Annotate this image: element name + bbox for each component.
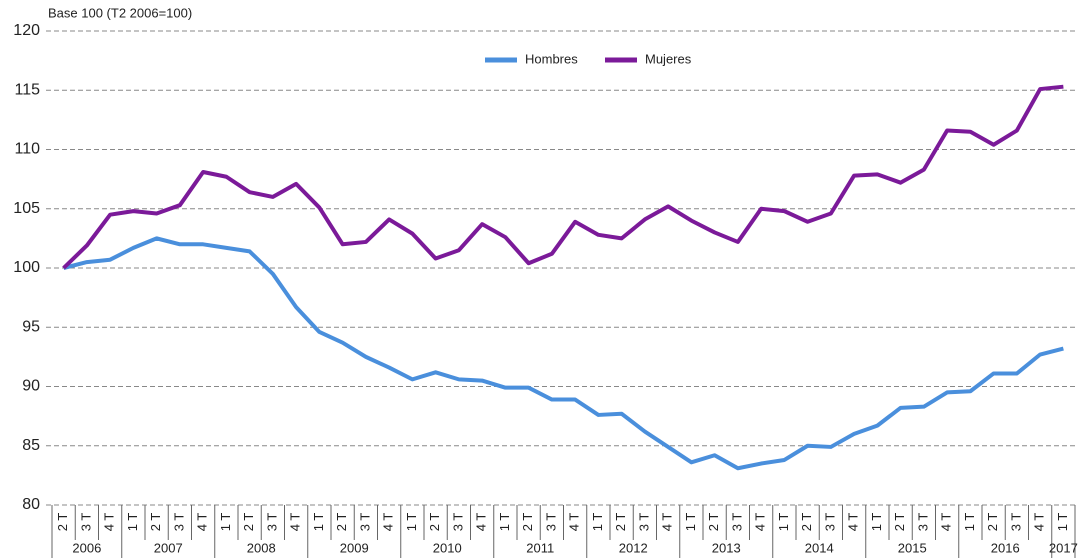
y-tick-label: 85 xyxy=(22,437,40,454)
year-label: 2011 xyxy=(526,540,554,555)
year-label: 2013 xyxy=(712,540,741,555)
x-tick-label: 1 T xyxy=(125,513,140,532)
x-tick-label: 2 T xyxy=(985,513,1000,532)
year-label: 2015 xyxy=(898,540,927,555)
x-tick-label: 2 T xyxy=(799,513,814,532)
x-tick-label: 1 T xyxy=(497,513,512,532)
year-label: 2012 xyxy=(619,540,648,555)
x-tick-label: 1 T xyxy=(404,513,419,532)
y-tick-label: 80 xyxy=(22,496,40,513)
x-tick-label: 3 T xyxy=(822,513,837,532)
x-tick-label: 4 T xyxy=(381,513,396,532)
x-tick-label: 1 T xyxy=(962,513,977,532)
legend-label: Hombres xyxy=(525,51,578,66)
x-tick-label: 2 T xyxy=(427,513,442,532)
y-axis-label: Base 100 (T2 2006=100) xyxy=(48,5,192,20)
x-tick-label: 3 T xyxy=(543,513,558,532)
y-tick-label: 100 xyxy=(13,259,40,276)
legend-label: Mujeres xyxy=(645,51,692,66)
x-tick-label: 3 T xyxy=(1008,513,1023,532)
x-tick-label: 4 T xyxy=(195,513,210,532)
y-tick-label: 105 xyxy=(13,200,40,217)
x-tick-label: 3 T xyxy=(78,513,93,532)
x-tick-label: 3 T xyxy=(636,513,651,532)
x-tick-label: 4 T xyxy=(567,513,582,532)
x-tick-label: 1 T xyxy=(1055,513,1070,532)
year-label: 2014 xyxy=(805,540,834,555)
y-tick-label: 110 xyxy=(14,141,40,158)
year-label: 2010 xyxy=(433,540,462,555)
x-tick-label: 4 T xyxy=(939,513,954,532)
x-tick-label: 4 T xyxy=(102,513,117,532)
x-tick-label: 4 T xyxy=(288,513,303,532)
y-tick-label: 95 xyxy=(22,318,40,335)
x-tick-label: 2 T xyxy=(892,513,907,532)
y-tick-label: 120 xyxy=(13,22,40,39)
x-tick-label: 3 T xyxy=(915,513,930,532)
x-tick-label: 1 T xyxy=(869,513,884,532)
x-tick-label: 4 T xyxy=(753,513,768,532)
year-label: 2006 xyxy=(72,540,101,555)
x-tick-label: 3 T xyxy=(171,513,186,532)
series-line xyxy=(62,84,1064,270)
x-tick-label: 4 T xyxy=(1032,513,1047,532)
year-label: 2009 xyxy=(340,540,369,555)
x-tick-label: 3 T xyxy=(357,513,372,532)
x-tick-label: 1 T xyxy=(776,513,791,532)
x-tick-label: 2 T xyxy=(520,513,535,532)
x-tick-label: 2 T xyxy=(334,513,349,532)
x-tick-label: 2 T xyxy=(706,513,721,532)
x-tick-label: 1 T xyxy=(311,513,326,532)
x-tick-label: 3 T xyxy=(264,513,279,532)
x-tick-label: 3 T xyxy=(450,513,465,532)
x-tick-label: 1 T xyxy=(218,513,233,532)
series-line xyxy=(63,236,1064,471)
x-tick-label: 2 T xyxy=(241,513,256,532)
year-label: 2016 xyxy=(991,540,1020,555)
y-tick-label: 90 xyxy=(22,378,40,395)
x-tick-label: 2 T xyxy=(55,513,70,532)
x-tick-label: 1 T xyxy=(683,513,698,532)
year-label: 2007 xyxy=(154,540,183,555)
year-label: 2008 xyxy=(247,540,276,555)
x-tick-label: 3 T xyxy=(729,513,744,532)
x-tick-label: 2 T xyxy=(148,513,163,532)
x-tick-label: 4 T xyxy=(846,513,861,532)
y-tick-label: 115 xyxy=(14,81,40,98)
x-tick-label: 1 T xyxy=(590,513,605,532)
year-label: 2017 xyxy=(1049,540,1078,555)
x-tick-label: 4 T xyxy=(474,513,489,532)
x-tick-label: 2 T xyxy=(613,513,628,532)
x-tick-label: 4 T xyxy=(660,513,675,532)
